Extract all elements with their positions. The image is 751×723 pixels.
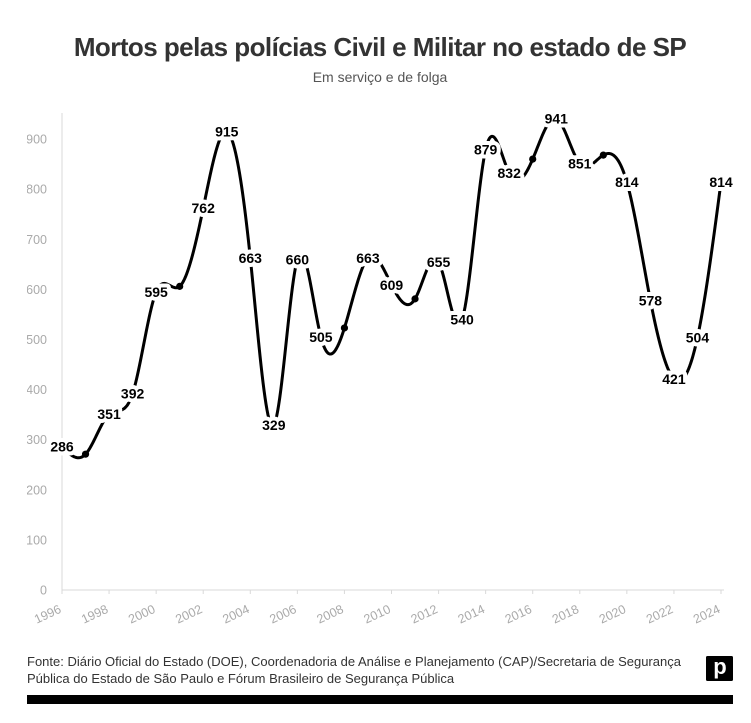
chart-title: Mortos pelas polícias Civil e Militar no… bbox=[73, 32, 687, 62]
data-label: 609 bbox=[380, 277, 404, 293]
x-tick-label: 2018 bbox=[550, 602, 581, 626]
y-axis: 0 100 200 300 400 500 600 700 800 900 bbox=[27, 113, 63, 598]
data-label: 505 bbox=[309, 329, 333, 345]
x-tick-label: 1996 bbox=[32, 602, 63, 626]
x-tick-label: 2010 bbox=[362, 602, 393, 626]
data-point-marker bbox=[717, 178, 725, 186]
data-label: 540 bbox=[450, 311, 474, 327]
x-tick-label: 2016 bbox=[503, 602, 534, 626]
y-tick-label: 200 bbox=[27, 483, 47, 497]
data-point-marker bbox=[505, 169, 513, 177]
data-point-marker bbox=[646, 296, 654, 304]
data-point-marker bbox=[58, 443, 66, 451]
x-axis: 1996 1998 2000 2002 2004 2006 2008 2010 2012 2014… bbox=[32, 589, 724, 626]
data-point-marker bbox=[552, 114, 560, 123]
data-label: 504 bbox=[686, 329, 710, 345]
data-point-marker bbox=[81, 450, 90, 458]
data-point-marker bbox=[434, 258, 443, 266]
data-label: 663 bbox=[356, 250, 380, 266]
source-note: Fonte: Diário Oficial do Estado (DOE), C… bbox=[27, 654, 681, 686]
data-point-marker bbox=[340, 324, 349, 332]
data-label: 915 bbox=[215, 124, 239, 140]
line-chart: 0 100 200 300 400 500 600 700 800 900 1996 1998 200… bbox=[27, 107, 733, 627]
data-point-marker bbox=[623, 178, 631, 186]
publisher-logo: p bbox=[706, 656, 733, 681]
data-point-marker bbox=[293, 255, 301, 263]
y-tick-label: 100 bbox=[27, 533, 47, 547]
logo-letter: p bbox=[713, 656, 726, 679]
x-tick-label: 2012 bbox=[409, 602, 440, 626]
y-tick-label: 0 bbox=[40, 584, 47, 598]
data-label: 660 bbox=[286, 251, 310, 267]
data-point-marker bbox=[152, 288, 160, 296]
data-label: 578 bbox=[639, 292, 663, 308]
data-point-marker bbox=[176, 282, 184, 290]
data-label: 595 bbox=[144, 284, 168, 300]
data-label: 832 bbox=[498, 165, 522, 181]
data-point-marker bbox=[482, 145, 490, 154]
y-tick-label: 600 bbox=[27, 283, 47, 297]
data-label: 663 bbox=[239, 250, 263, 266]
chart-frame: Mortos pelas polícias Civil e Militar no… bbox=[27, 0, 733, 723]
x-tick-label: 1998 bbox=[79, 602, 110, 626]
y-tick-label: 300 bbox=[27, 433, 47, 447]
data-point-marker bbox=[576, 160, 584, 168]
data-point-marker bbox=[458, 315, 466, 324]
data-label: 655 bbox=[427, 254, 451, 270]
data-point-marker bbox=[199, 204, 207, 212]
bottom-bar bbox=[27, 695, 733, 704]
data-label: 814 bbox=[615, 174, 639, 190]
data-point-marker bbox=[129, 389, 137, 398]
data-label: 879 bbox=[474, 142, 498, 158]
data-labels: 2863513925957629156633296605056636096555… bbox=[46, 107, 733, 459]
data-label: 329 bbox=[262, 417, 286, 433]
logo-background bbox=[706, 656, 733, 681]
data-point-marker bbox=[105, 410, 113, 418]
x-tick-label: 2008 bbox=[315, 602, 346, 626]
data-label: 421 bbox=[662, 371, 686, 387]
data-point-marker bbox=[411, 295, 419, 303]
x-tick-label: 2024 bbox=[691, 602, 722, 626]
x-tick-label: 2020 bbox=[597, 602, 628, 626]
data-point-marker bbox=[693, 333, 702, 342]
data-point-marker bbox=[270, 421, 278, 429]
data-point-marker bbox=[599, 151, 607, 159]
data-label: 941 bbox=[545, 111, 569, 127]
data-point-marker bbox=[317, 333, 325, 341]
x-tick-label: 2004 bbox=[220, 602, 251, 626]
x-tick-label: 2022 bbox=[644, 602, 675, 626]
y-tick-label: 900 bbox=[27, 133, 47, 147]
y-tick-label: 700 bbox=[27, 233, 47, 247]
data-point-marker bbox=[364, 254, 372, 262]
x-tick-label: 2006 bbox=[268, 602, 299, 626]
y-tick-label: 400 bbox=[27, 383, 47, 397]
data-label: 286 bbox=[50, 439, 74, 455]
data-point-marker bbox=[670, 375, 678, 383]
point-markers bbox=[58, 114, 725, 458]
x-tick-label: 2000 bbox=[126, 602, 157, 626]
data-label: 851 bbox=[568, 156, 592, 172]
chart-subtitle: Em serviço e de folga bbox=[312, 69, 448, 85]
y-tick-label: 500 bbox=[27, 333, 47, 347]
x-tick-label: 2002 bbox=[173, 602, 204, 626]
data-point-marker bbox=[246, 254, 254, 262]
data-label: 351 bbox=[97, 406, 121, 422]
data-label: 392 bbox=[121, 386, 145, 402]
data-point-marker bbox=[223, 127, 231, 136]
data-label: 762 bbox=[192, 200, 216, 216]
data-point-marker bbox=[529, 155, 537, 163]
data-label: 814 bbox=[709, 174, 733, 190]
x-tick-label: 2014 bbox=[456, 602, 487, 626]
y-tick-label: 800 bbox=[27, 183, 47, 197]
data-point-marker bbox=[387, 281, 396, 289]
